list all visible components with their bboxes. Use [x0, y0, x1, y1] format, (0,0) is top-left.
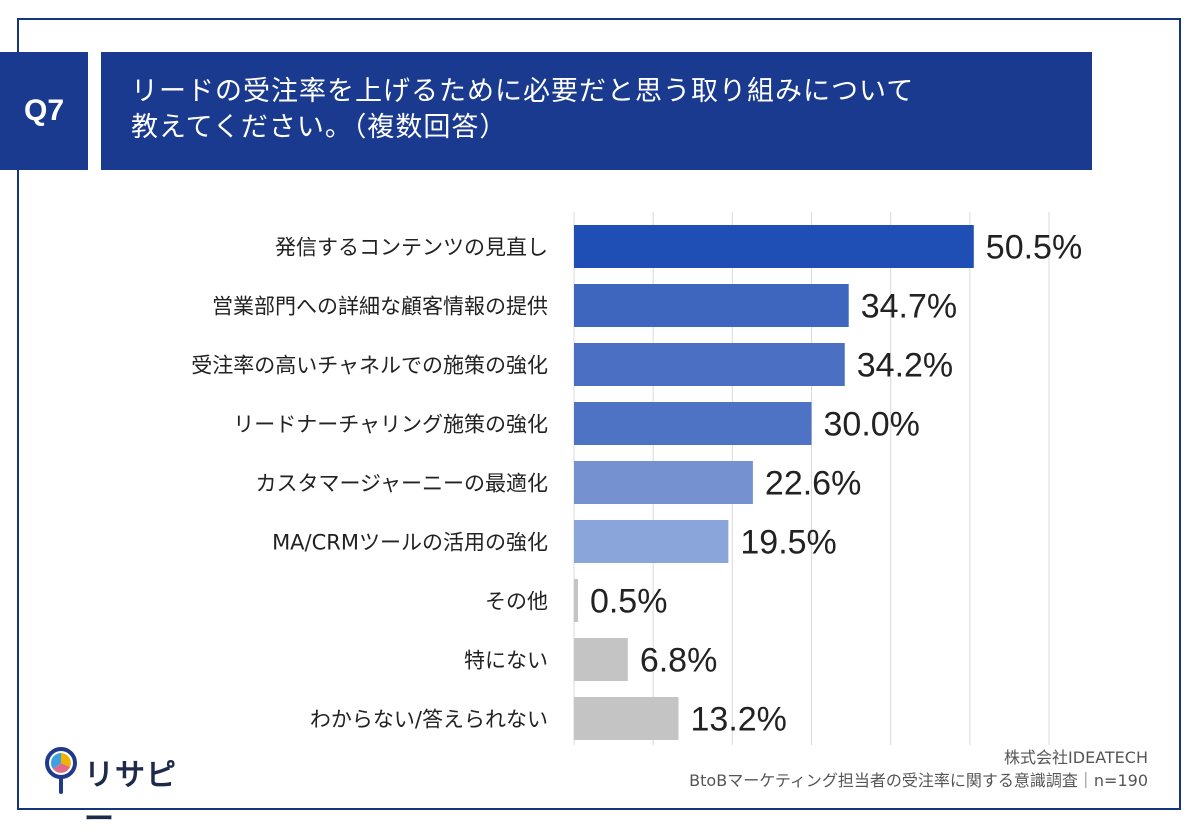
category-label: MA/CRMツールの活用の強化	[272, 531, 548, 555]
category-label: 特にない	[464, 649, 548, 673]
question-title-line-1: リードの受注率を上げるために必要だと思う取り組みについて	[131, 76, 915, 107]
chart-frame	[17, 18, 1181, 810]
question-title-line-2: 教えてください。（複数回答）	[131, 112, 508, 143]
footer-company: 株式会社IDEATECH	[1004, 748, 1148, 767]
category-label: その他	[485, 590, 548, 614]
value-label: 6.8%	[640, 642, 718, 680]
value-label: 30.0%	[824, 406, 920, 444]
bar	[574, 402, 812, 445]
category-label: 営業部門への詳細な顧客情報の提供	[212, 295, 548, 319]
risapi-logo: リサピー	[44, 746, 204, 837]
bar	[574, 520, 729, 563]
value-label: 50.5%	[986, 229, 1082, 267]
value-label: 34.2%	[857, 347, 953, 385]
category-label: 受注率の高いチャネルでの施策の強化	[191, 354, 548, 378]
bar	[574, 225, 974, 268]
bar	[574, 697, 679, 740]
question-number-badge: Q7	[0, 52, 88, 170]
footer-survey: BtoBマーケティング担当者の受注率に関する意識調査｜n=190	[689, 771, 1148, 790]
value-label: 34.7%	[861, 288, 957, 326]
value-label: 13.2%	[691, 701, 787, 739]
bar	[574, 284, 849, 327]
question-number: Q7	[23, 94, 65, 127]
logo-text: リサピー	[84, 758, 177, 837]
value-label: 19.5%	[740, 524, 836, 562]
bar	[574, 461, 753, 504]
pin-pie-icon	[45, 747, 77, 794]
category-label: わからない/答えられない	[310, 708, 548, 732]
bar	[574, 579, 578, 622]
value-label: 0.5%	[590, 583, 668, 621]
bar	[574, 638, 628, 681]
category-label: 発信するコンテンツの見直し	[275, 236, 548, 260]
category-label: リードナーチャリング施策の強化	[233, 413, 548, 437]
value-label: 22.6%	[765, 465, 861, 503]
question-title-banner: リードの受注率を上げるために必要だと思う取り組みについて 教えてください。（複数…	[101, 52, 1092, 170]
category-label: カスタマージャーニーの最適化	[255, 472, 548, 496]
bar	[574, 343, 845, 386]
